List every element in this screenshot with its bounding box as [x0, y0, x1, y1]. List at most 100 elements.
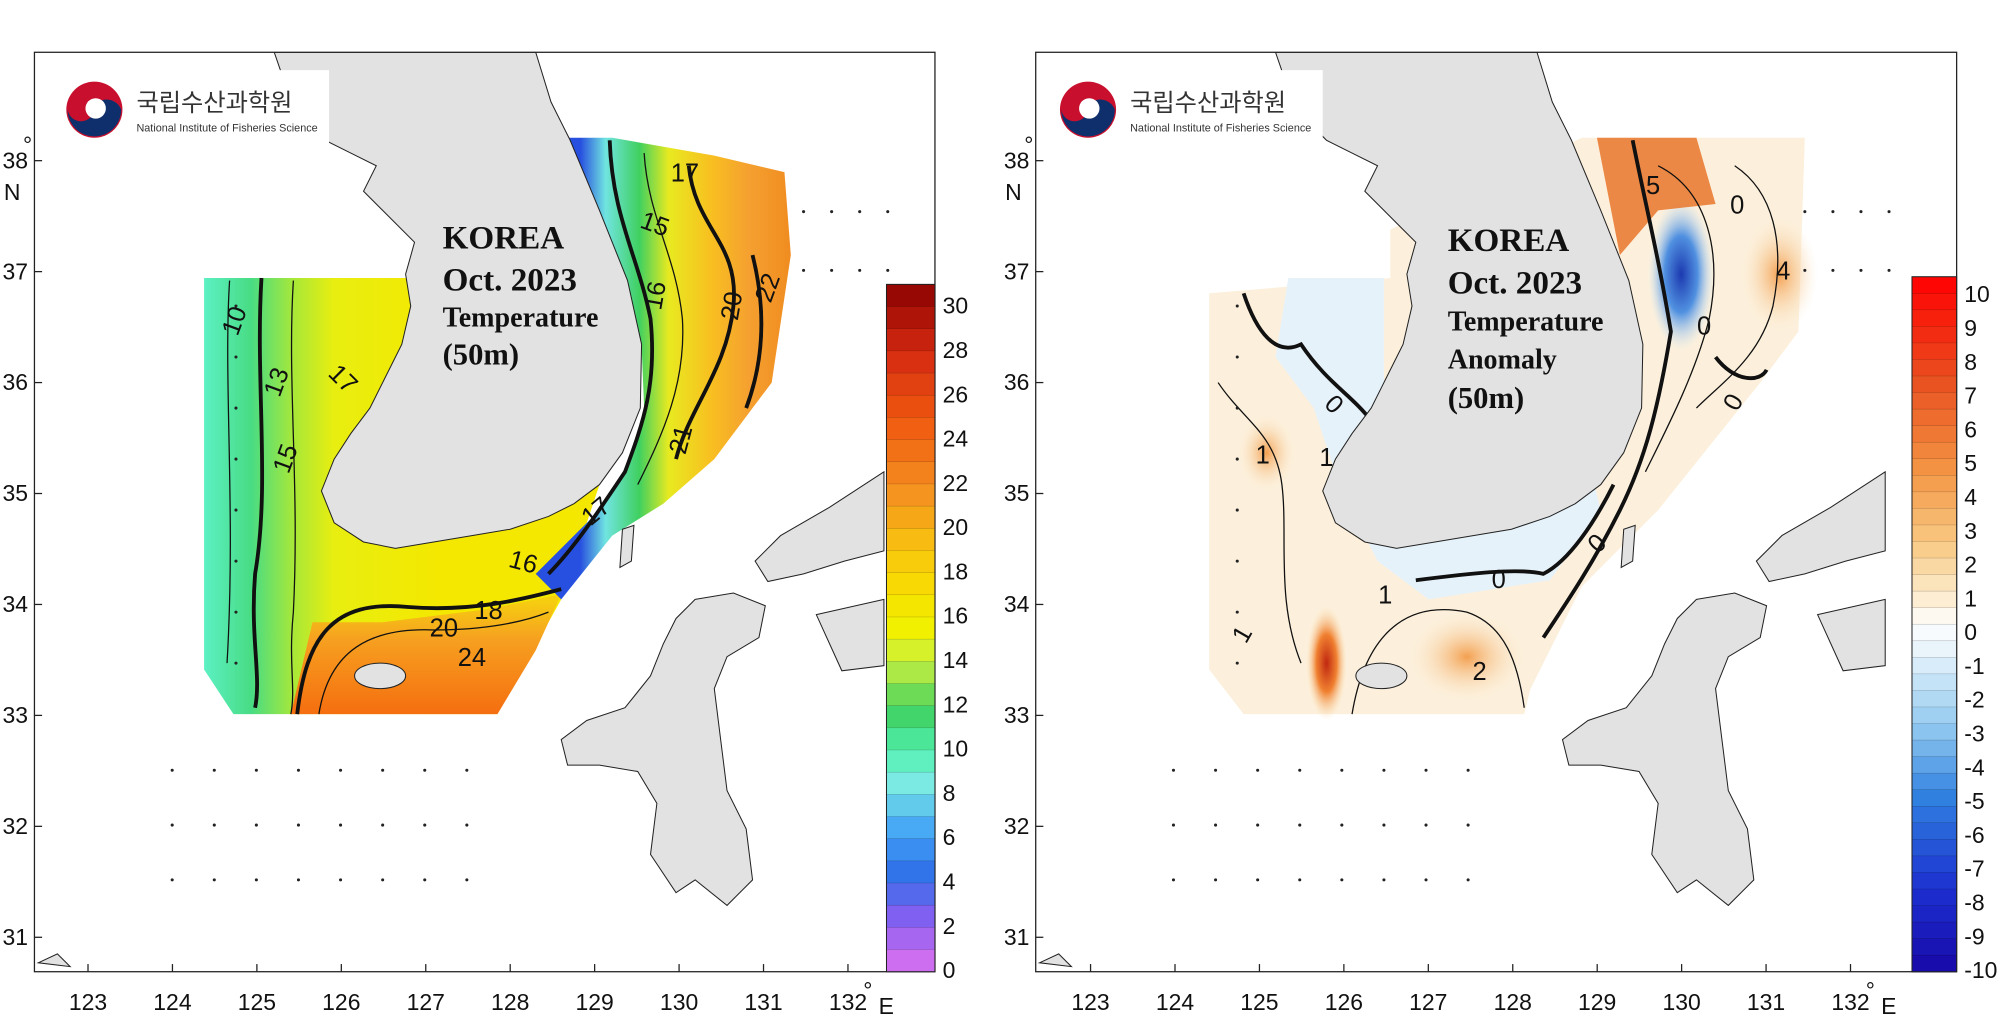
colorbar-label: 26: [943, 381, 969, 407]
contour-label: 4: [1776, 258, 1790, 286]
station: [1466, 878, 1470, 882]
station: [1214, 878, 1218, 882]
y-tick-label: 31: [1004, 924, 1030, 950]
station: [1382, 878, 1386, 882]
map-title: KOREA: [1448, 222, 1570, 259]
colorbar-label: 4: [1964, 484, 1977, 510]
map-title: Temperature: [443, 302, 599, 333]
colorbar-label: -8: [1964, 890, 1984, 916]
station: [858, 268, 862, 272]
x-unit: E: [1881, 993, 1896, 1019]
colorbar-band: [886, 528, 936, 552]
station: [830, 210, 834, 214]
contour-label: 1: [1256, 441, 1270, 469]
colorbar-band: [886, 838, 936, 862]
colorbar-label: 2: [1964, 552, 1977, 578]
station: [170, 878, 174, 882]
contour-label: 0: [1492, 566, 1506, 594]
colorbar-band: [1911, 375, 1957, 394]
colorbar-band: [1911, 607, 1957, 625]
colorbar-label: -4: [1964, 754, 1985, 780]
station: [1382, 823, 1386, 827]
colorbar-label: -3: [1964, 721, 1984, 747]
station: [1466, 823, 1470, 827]
colorbar-band: [886, 705, 936, 729]
station: [1831, 268, 1835, 272]
station: [296, 878, 300, 882]
colorbar-band: [1911, 326, 1957, 344]
map-panel: 국립수산과학원 National Institute of Fisheries S…: [1004, 70, 1997, 1019]
station: [234, 304, 238, 308]
colorbar-band: [1911, 441, 1957, 460]
colorbar-band: [1911, 805, 1957, 824]
y-tick-label: 36: [3, 369, 29, 395]
station: [339, 878, 343, 882]
colorbar-label: 8: [943, 780, 956, 806]
station: [886, 210, 890, 214]
map-title: Temperature: [1448, 306, 1604, 337]
colorbar-label: 10: [943, 736, 969, 762]
colorbar-band: [886, 594, 936, 618]
colorbar-frame: [885, 283, 936, 973]
colorbar-band: [886, 372, 936, 396]
y-tick-label: 32: [3, 813, 29, 839]
colorbar-band: [1911, 706, 1957, 725]
colorbar-label: 9: [1964, 315, 1977, 341]
colorbar-band: [886, 860, 936, 884]
station: [1887, 268, 1891, 272]
colorbar-label: 14: [943, 647, 969, 673]
x-degree: °: [1866, 977, 1875, 1003]
x-tick-label: 123: [69, 989, 107, 1015]
contour-label: 0: [1697, 312, 1711, 340]
station: [465, 878, 469, 882]
colorbar-label: 30: [943, 293, 969, 319]
contour-label: 5: [1646, 172, 1660, 200]
station: [1340, 768, 1344, 772]
station: [1859, 210, 1863, 214]
colorbar-band: [886, 328, 936, 352]
colorbar-label: 8: [1964, 349, 1977, 375]
colorbar-band: [1911, 458, 1957, 476]
station: [1214, 768, 1218, 772]
y-tick-label: 34: [1004, 591, 1030, 617]
colorbar-band: [886, 927, 936, 951]
contour-label: 1: [1319, 444, 1333, 472]
x-tick-label: 131: [1747, 989, 1785, 1015]
colorbar-band: [886, 483, 936, 507]
x-tick-label: 129: [1578, 989, 1616, 1015]
station: [170, 768, 174, 772]
contour-label: 20: [716, 289, 749, 322]
station: [1235, 355, 1239, 359]
station: [1235, 508, 1239, 512]
contour-label: 0: [1730, 191, 1744, 219]
station: [339, 823, 343, 827]
station: [234, 559, 238, 563]
station: [212, 878, 216, 882]
colorbar-band: [1911, 359, 1957, 377]
station: [234, 355, 238, 359]
colorbar-band: [1911, 408, 1957, 427]
logo-emblem: [1079, 98, 1100, 119]
colorbar-band: [1911, 309, 1957, 328]
station: [886, 268, 890, 272]
colorbar-label: 28: [943, 337, 969, 363]
colorbar-band: [1911, 574, 1957, 592]
colorbar-label: 4: [943, 869, 956, 895]
x-tick-label: 127: [1409, 989, 1447, 1015]
contour-label: 20: [430, 615, 458, 643]
x-tick-label: 123: [1071, 989, 1109, 1015]
colorbar-band: [886, 461, 936, 485]
colorbar-label: 6: [943, 824, 956, 850]
colorbar-band: [1911, 938, 1957, 956]
x-tick-label: 126: [322, 989, 360, 1015]
station: [1424, 878, 1428, 882]
colorbar-band: [1911, 541, 1957, 559]
colorbar-band: [1911, 921, 1957, 940]
colorbar-band: [886, 816, 936, 840]
y-tick-label: 38: [1004, 147, 1030, 173]
colorbar-band: [886, 394, 936, 419]
station: [381, 878, 385, 882]
colorbar-label: 1: [1964, 585, 1977, 611]
station: [1256, 823, 1260, 827]
station: [858, 210, 862, 214]
